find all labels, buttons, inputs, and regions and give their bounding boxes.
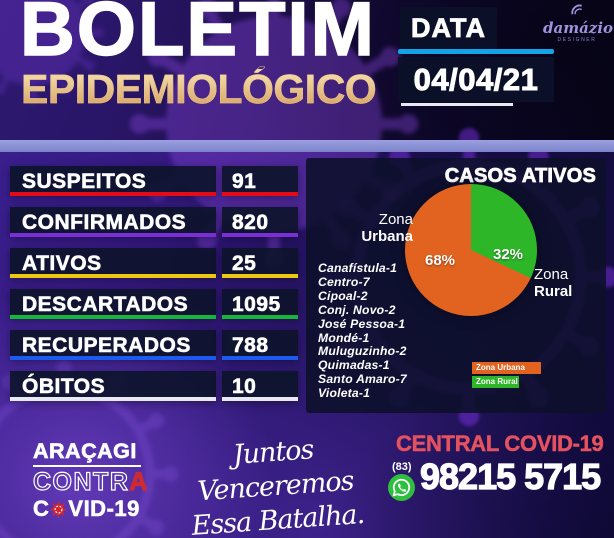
whatsapp-icon xyxy=(388,474,415,501)
list-item: Mondé-1 xyxy=(318,330,370,345)
cyan-divider xyxy=(398,49,554,54)
pie-label-rural-pct: 32% xyxy=(492,246,524,263)
list-item: Conj. Novo-2 xyxy=(318,302,396,317)
logo-name: damázio xyxy=(543,19,614,37)
designer-logo: damázio DESIGNER xyxy=(543,3,614,43)
logo-subtext: DESIGNER xyxy=(557,37,597,43)
stat-value: 25 xyxy=(222,248,298,278)
page-title: BOLETIM xyxy=(19,0,376,72)
date-label-box: DATA xyxy=(400,7,497,49)
campaign-contra-accent: A xyxy=(129,468,149,496)
phone-number: 98215 5715 xyxy=(419,456,601,497)
phone-area-code: (83) xyxy=(392,461,412,473)
campaign-city: ARAÇAGI xyxy=(33,439,137,463)
campaign-covid-prefix: C xyxy=(33,496,50,521)
campaign-contra: CONTRA xyxy=(32,468,163,496)
zone-label-bold: Rural xyxy=(534,283,573,300)
slogan: Juntos Venceremos Essa Batalha. xyxy=(155,428,397,538)
logo-swoosh-icon xyxy=(571,4,582,15)
list-item: Canafístula-1 xyxy=(318,261,398,275)
date-value-box: 04/04/21 xyxy=(398,57,554,102)
campaign-contra-outline: CONTR xyxy=(32,468,130,496)
stat-value: 788 xyxy=(222,330,298,360)
list-item: Centro-7 xyxy=(318,274,370,289)
list-item: Muluguzinho-2 xyxy=(318,344,407,359)
stat-label: ÓBITOS xyxy=(10,371,216,401)
stat-label: ATIVOS xyxy=(10,248,216,278)
localities-list: Canafístula-1 Centro-7 Cipoal-2 Conj. No… xyxy=(318,261,468,401)
stat-label: RECUPERADOS xyxy=(10,330,216,360)
virus-ball-icon xyxy=(50,500,68,518)
zone-label-prefix: Zona xyxy=(378,211,413,228)
stat-label: SUSPEITOS xyxy=(10,166,216,196)
legend-zona-urbana: Zona Urbana xyxy=(472,362,541,374)
page-subtitle: EPIDEMIOLÓGICO xyxy=(21,66,377,112)
list-item: Violeta-1 xyxy=(318,386,371,401)
stat-value: 10 xyxy=(222,371,298,401)
stat-value: 91 xyxy=(222,166,298,196)
zone-urbana-label: Zona Urbana xyxy=(323,211,413,245)
list-item: Quimadas-1 xyxy=(318,358,390,373)
list-item: Cipoal-2 xyxy=(318,288,368,303)
date-underline xyxy=(401,103,513,106)
legend-zona-rural: Zona Rural xyxy=(472,376,519,388)
campaign-logo: ARAÇAGI CONTRA C VID-19 xyxy=(32,439,163,521)
zone-rural-label: Zona Rural xyxy=(534,266,606,300)
campaign-covid: C VID-19 xyxy=(33,496,163,521)
stat-label: DESCARTADOS xyxy=(10,289,216,319)
active-cases-panel: CASOS ATIVOS 68% 32% Zona Urbana Zona Ru… xyxy=(306,158,606,413)
central-covid-title: CENTRAL COVID-19 xyxy=(396,431,604,457)
header-divider xyxy=(0,140,614,152)
stat-value: 820 xyxy=(222,207,298,237)
list-item: José Pessoa-1 xyxy=(318,316,406,331)
list-item: Santo Amaro-7 xyxy=(318,372,407,387)
stat-label: CONFIRMADOS xyxy=(10,207,216,237)
stat-value: 1095 xyxy=(222,289,298,319)
campaign-underline xyxy=(33,464,141,467)
campaign-covid-suffix: VID-19 xyxy=(68,496,140,521)
zone-label-prefix: Zona xyxy=(534,266,569,283)
zone-label-bold: Urbana xyxy=(361,228,413,245)
